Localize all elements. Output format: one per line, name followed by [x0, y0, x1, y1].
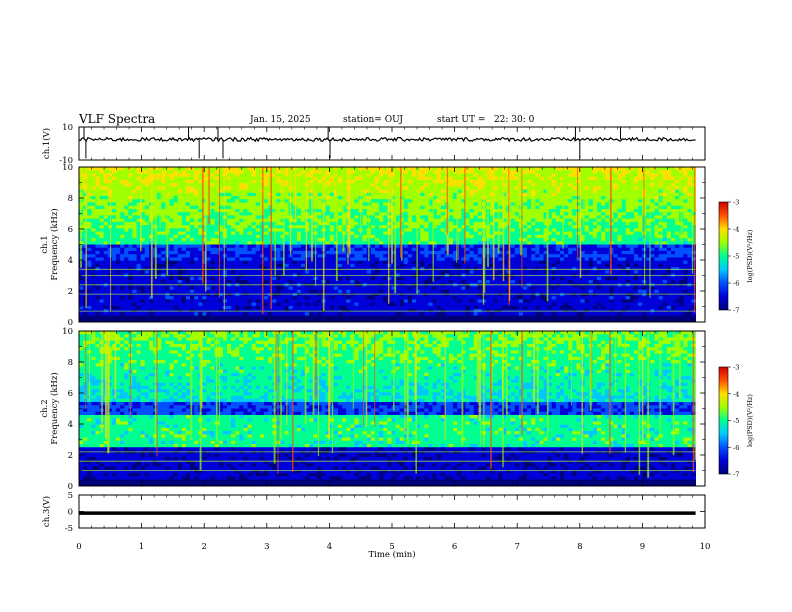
- spectrogram-ch2: [79, 331, 697, 487]
- y-tick-label: 10: [62, 163, 73, 173]
- y-tick-label: 5: [68, 491, 73, 501]
- y-axis-channel-label: ch.1: [40, 235, 50, 253]
- colorbar-tick-label: -3: [733, 364, 739, 372]
- colorbar-tick-label: -5: [733, 417, 739, 425]
- colorbar-tick-label: -7: [733, 307, 739, 315]
- y-axis-label: ch.3(V): [41, 496, 52, 527]
- x-tick-label: 7: [514, 542, 519, 552]
- y-tick-label: 10: [62, 327, 73, 337]
- y-tick-label: 0: [68, 482, 73, 492]
- x-tick-label: 3: [264, 542, 269, 552]
- x-tick-label: 9: [640, 542, 645, 552]
- y-tick-label: 8: [68, 358, 73, 368]
- colorbar-tick-label: -4: [733, 226, 739, 234]
- x-tick-label: 6: [452, 542, 457, 552]
- colorbar-1: [718, 201, 729, 311]
- y-tick-label: 6: [68, 389, 73, 399]
- y-axis-label: ch.1(V): [41, 128, 52, 159]
- y-tick-label: 8: [68, 194, 73, 204]
- y-axis-label: Frequency (kHz): [49, 208, 60, 280]
- x-tick-label: 10: [700, 542, 711, 552]
- ch1-waveform-line: [78, 136, 696, 143]
- y-tick-label: -10: [59, 156, 73, 166]
- start-time-label: start UT = 22: 30: 0: [437, 115, 535, 125]
- x-tick-label: 8: [577, 542, 582, 552]
- x-tick-label: 1: [139, 542, 144, 552]
- y-tick-label: 2: [68, 287, 73, 297]
- colorbar-tick-label: -6: [733, 444, 739, 452]
- station-label: station= OUJ: [343, 115, 404, 125]
- date-label: Jan. 15, 2025: [250, 115, 311, 125]
- y-tick-label: 4: [68, 420, 73, 430]
- y-tick-label: 4: [68, 256, 73, 266]
- x-axis-label: Time (min): [368, 549, 415, 560]
- colorbar-tick-label: -4: [733, 390, 739, 398]
- y-tick-label: 0: [68, 508, 73, 518]
- colorbar-tick-label: -7: [733, 471, 739, 479]
- x-tick-label: 0: [76, 542, 81, 552]
- y-tick-label: 0: [68, 318, 73, 328]
- colorbar-tick-label: -6: [733, 280, 739, 288]
- colorbar-2: [718, 366, 729, 475]
- y-axis-channel-label: ch.2: [40, 399, 50, 417]
- y-axis-label: Frequency (kHz): [49, 372, 60, 444]
- y-tick-label: -5: [65, 524, 73, 534]
- colorbar-label: log(PSD)(V²/Hz): [746, 394, 754, 447]
- colorbar-label: log(PSD)(V²/Hz): [746, 229, 754, 282]
- colorbar-tick-label: -5: [733, 253, 739, 261]
- x-tick-label: 4: [327, 542, 332, 552]
- x-tick-label: 5: [389, 542, 394, 552]
- figure-title: VLF Spectra: [79, 112, 156, 126]
- y-tick-label: 10: [62, 123, 73, 133]
- colorbar-tick-label: -3: [733, 199, 739, 207]
- spectrogram-ch1: [79, 167, 697, 323]
- y-tick-label: 2: [68, 451, 73, 461]
- x-tick-label: 2: [201, 542, 206, 552]
- y-tick-label: 6: [68, 225, 73, 235]
